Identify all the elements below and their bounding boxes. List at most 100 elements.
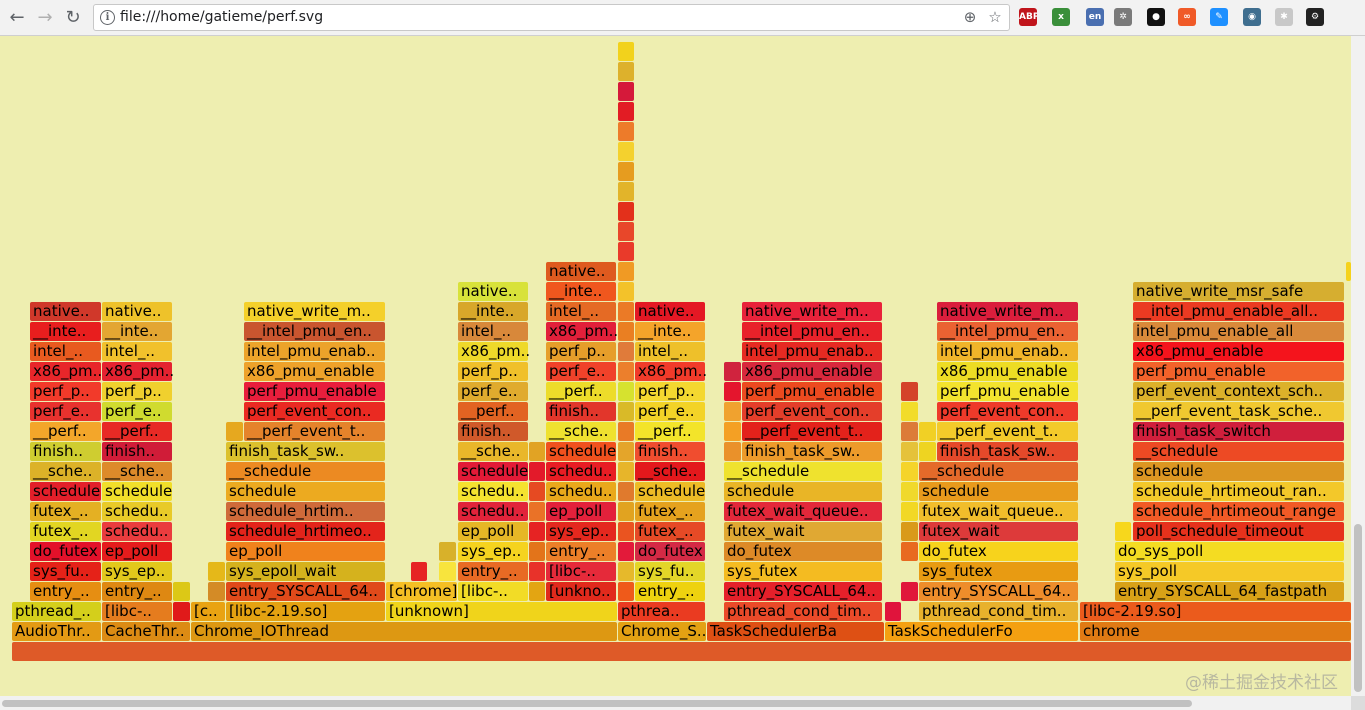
- flame-frame[interactable]: sys_ep..: [458, 542, 528, 561]
- flame-frame[interactable]: [901, 402, 918, 421]
- flame-frame[interactable]: intel_pmu_enab..: [742, 342, 882, 361]
- flame-frame[interactable]: perf_pmu_enable: [244, 382, 385, 401]
- flame-frame-rect[interactable]: [742, 362, 882, 381]
- flame-frame[interactable]: [618, 62, 634, 81]
- flame-frame[interactable]: schedu..: [546, 482, 616, 501]
- flame-frame-rect[interactable]: [724, 582, 882, 601]
- flame-frame-rect[interactable]: [901, 462, 918, 481]
- flame-frame-rect[interactable]: [618, 202, 634, 221]
- flame-frame[interactable]: native_write_m..: [937, 302, 1078, 321]
- flame-frame-rect[interactable]: [618, 42, 634, 61]
- flame-frame-rect[interactable]: [618, 462, 634, 481]
- flame-frame[interactable]: [618, 562, 634, 581]
- flame-frame[interactable]: perf_e..: [458, 382, 528, 401]
- flame-frame[interactable]: perf_p..: [30, 382, 101, 401]
- flame-frame-rect[interactable]: [635, 462, 705, 481]
- flame-frame-rect[interactable]: [1115, 542, 1344, 561]
- flame-frame-rect[interactable]: [724, 502, 882, 521]
- flame-frame-rect[interactable]: [885, 622, 1078, 641]
- flame-frame[interactable]: poll_schedule_timeout: [1133, 522, 1344, 541]
- flame-frame[interactable]: chrome: [1080, 622, 1351, 641]
- flame-frame-rect[interactable]: [30, 562, 101, 581]
- flame-frame-rect[interactable]: [919, 462, 1078, 481]
- flame-frame-rect[interactable]: [618, 62, 634, 81]
- flame-frame-rect[interactable]: [618, 282, 634, 301]
- flame-frame[interactable]: __inte..: [30, 322, 101, 341]
- flame-frame-rect[interactable]: [102, 542, 172, 561]
- flame-frame[interactable]: do_futex: [635, 542, 705, 561]
- flame-frame-rect[interactable]: [618, 622, 706, 641]
- flame-frame[interactable]: __perf..: [458, 402, 528, 421]
- flame-frame-rect[interactable]: [102, 342, 172, 361]
- settings-extension-icon[interactable]: ⚙: [1306, 8, 1324, 26]
- flame-frame-rect[interactable]: [937, 382, 1078, 401]
- flame-frame-rect[interactable]: [458, 302, 528, 321]
- flame-frame-rect[interactable]: [30, 542, 101, 561]
- flame-frame[interactable]: sys_futex: [724, 562, 882, 581]
- flame-frame[interactable]: perf_p..: [102, 382, 172, 401]
- flame-frame-rect[interactable]: [742, 442, 882, 461]
- flame-frame-rect[interactable]: [226, 422, 243, 441]
- fan-extension-icon[interactable]: ✲: [1114, 8, 1132, 26]
- flame-frame-rect[interactable]: [529, 582, 545, 601]
- flame-frame-rect[interactable]: [618, 582, 634, 601]
- flame-frame-rect[interactable]: [529, 542, 545, 561]
- flame-frame-rect[interactable]: [30, 522, 101, 541]
- flame-frame[interactable]: intel_pmu_enable_all: [1133, 322, 1344, 341]
- flame-frame-rect[interactable]: [458, 502, 528, 521]
- flame-frame-rect[interactable]: [901, 542, 918, 561]
- flame-frame[interactable]: [618, 242, 634, 261]
- flame-frame-rect[interactable]: [439, 542, 456, 561]
- flame-frame[interactable]: [529, 542, 545, 561]
- flame-frame[interactable]: x86_pm..: [30, 362, 102, 381]
- flame-frame[interactable]: perf_e..: [102, 402, 172, 421]
- flame-frame-rect[interactable]: [618, 342, 634, 361]
- flame-frame[interactable]: pthread_cond_tim..: [724, 602, 882, 621]
- flame-frame-rect[interactable]: [618, 522, 634, 541]
- flame-frame[interactable]: finish_task_sw..: [226, 442, 385, 461]
- pen-extension-icon[interactable]: ✎: [1210, 8, 1228, 26]
- flame-frame-rect[interactable]: [102, 362, 172, 381]
- flame-frame-rect[interactable]: [724, 362, 741, 381]
- flame-frame-rect[interactable]: [386, 602, 617, 621]
- vertical-scrollbar[interactable]: [1351, 36, 1365, 696]
- info-icon[interactable]: i: [100, 10, 115, 25]
- flame-frame-rect[interactable]: [102, 402, 172, 421]
- flame-frame[interactable]: [618, 82, 634, 101]
- flame-frame[interactable]: __perf..: [546, 382, 616, 401]
- flame-frame[interactable]: do_futex: [724, 542, 882, 561]
- flame-frame-rect[interactable]: [458, 582, 528, 601]
- flame-frame[interactable]: [901, 542, 918, 561]
- flame-frame-rect[interactable]: [30, 502, 101, 521]
- flame-frame-rect[interactable]: [458, 322, 528, 341]
- flame-frame[interactable]: perf_p..: [458, 362, 528, 381]
- flame-frame-rect[interactable]: [102, 482, 172, 501]
- flame-frame-rect[interactable]: [102, 562, 172, 581]
- horizontal-scrollbar[interactable]: [0, 696, 1351, 710]
- flame-frame[interactable]: entry_..: [635, 582, 705, 601]
- flame-frame-rect[interactable]: [742, 342, 882, 361]
- flame-frame[interactable]: [208, 562, 225, 581]
- flame-frame[interactable]: __perf_event_task_sche..: [1133, 402, 1344, 421]
- enhanced-extension-icon[interactable]: en: [1086, 8, 1104, 26]
- flame-frame-rect[interactable]: [937, 442, 1078, 461]
- flame-frame-rect[interactable]: [411, 562, 427, 581]
- flame-frame-rect[interactable]: [458, 362, 528, 381]
- flame-frame[interactable]: [1346, 262, 1351, 281]
- flame-frame-rect[interactable]: [937, 362, 1078, 381]
- flame-frame-rect[interactable]: [546, 342, 616, 361]
- flame-frame-rect[interactable]: [635, 302, 705, 321]
- flame-frame[interactable]: do_futex: [919, 542, 1078, 561]
- url-text[interactable]: file:///home/gatieme/perf.svg: [120, 9, 324, 25]
- flame-frame[interactable]: [439, 542, 456, 561]
- flame-frame-rect[interactable]: [439, 562, 456, 581]
- flame-frame-rect[interactable]: [226, 602, 385, 621]
- flame-frame[interactable]: [618, 282, 634, 301]
- flame-frame-rect[interactable]: [1115, 582, 1344, 601]
- flame-frame[interactable]: perf_e..: [546, 362, 616, 381]
- flame-frame[interactable]: [919, 422, 936, 441]
- flame-frame[interactable]: ep_poll: [458, 522, 528, 541]
- flame-frame-rect[interactable]: [458, 482, 528, 501]
- flame-frame-rect[interactable]: [1133, 442, 1344, 461]
- flame-frame-rect[interactable]: [618, 182, 634, 201]
